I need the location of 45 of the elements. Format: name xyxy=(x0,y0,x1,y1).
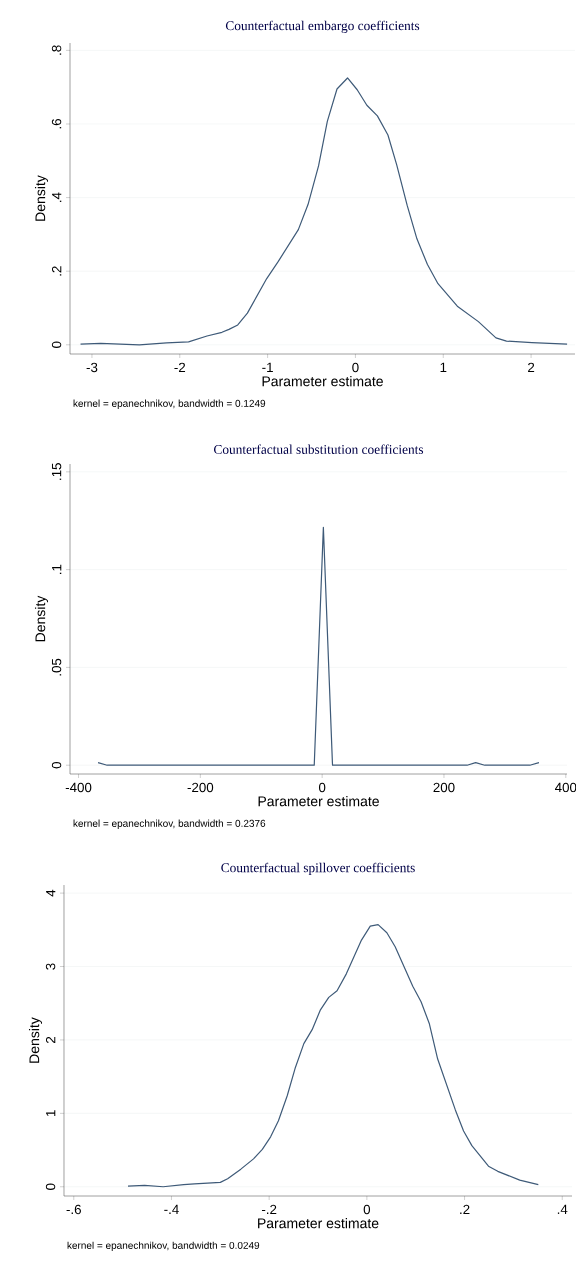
y-tick-label: 3 xyxy=(45,963,56,970)
y-tick-label: .15 xyxy=(51,463,62,480)
line-series xyxy=(79,77,568,346)
x-tick-label: -3 xyxy=(86,362,98,373)
chart-title: Counterfactual embargo coefficients xyxy=(225,20,420,33)
y-axis-title: Density xyxy=(34,175,49,221)
x-tick-label: -.4 xyxy=(164,1204,179,1214)
x-tick-label: .4 xyxy=(557,1204,568,1214)
text: kernel = epanechnikov, bandwidth = 0.1249 xyxy=(73,399,266,409)
x-tick-label: 400 xyxy=(554,782,576,793)
text: kernel = epanechnikov, bandwidth = 0.2376 xyxy=(73,819,266,829)
y-tick-label: 2 xyxy=(45,1036,56,1043)
y-tick-label: .8 xyxy=(51,45,62,55)
x-tick-label: 0 xyxy=(318,782,326,793)
x-axis-title: Parameter estimate xyxy=(258,795,379,807)
x-tick-label: -200 xyxy=(187,782,214,793)
y-tick-label: 0 xyxy=(51,762,62,769)
x-tick-label: -.2 xyxy=(261,1204,277,1215)
text: kernel = epanechnikov, bandwidth = 0.0249 xyxy=(67,1241,260,1251)
x-tick-label: .2 xyxy=(460,1204,470,1215)
y-tick-label: 1 xyxy=(46,1110,56,1117)
y-tick-label: .1 xyxy=(52,564,62,574)
line-series xyxy=(127,924,539,1188)
x-tick-label: -2 xyxy=(174,362,186,373)
y-tick-label: .6 xyxy=(51,119,62,129)
y-tick-label: 0 xyxy=(51,341,62,348)
y-tick-label: 0 xyxy=(45,1183,56,1190)
x-axis-title: Parameter estimate xyxy=(258,1217,379,1229)
y-tick-label: .2 xyxy=(51,266,62,276)
x-tick-label: -.6 xyxy=(66,1204,81,1215)
x-tick-label: 0 xyxy=(363,1204,371,1215)
y-axis-title: Density xyxy=(28,1017,43,1063)
x-tick-label: 1 xyxy=(440,362,447,372)
x-tick-label: 200 xyxy=(433,782,455,793)
y-tick-label: .4 xyxy=(52,192,62,202)
x-tick-label: -400 xyxy=(65,782,92,793)
y-axis-title: Density xyxy=(34,595,49,642)
y-tick-label: .05 xyxy=(51,658,62,676)
x-tick-label: 0 xyxy=(352,362,359,373)
chart-title: Counterfactual substitution coefficients xyxy=(214,444,424,454)
x-tick-label: -1 xyxy=(262,362,273,372)
y-tick-label: 4 xyxy=(46,889,56,897)
chart-title: Counterfactual spillover coefficients xyxy=(221,862,415,875)
x-axis-title: Parameter estimate xyxy=(262,375,383,387)
x-tick-label: 2 xyxy=(528,362,535,373)
